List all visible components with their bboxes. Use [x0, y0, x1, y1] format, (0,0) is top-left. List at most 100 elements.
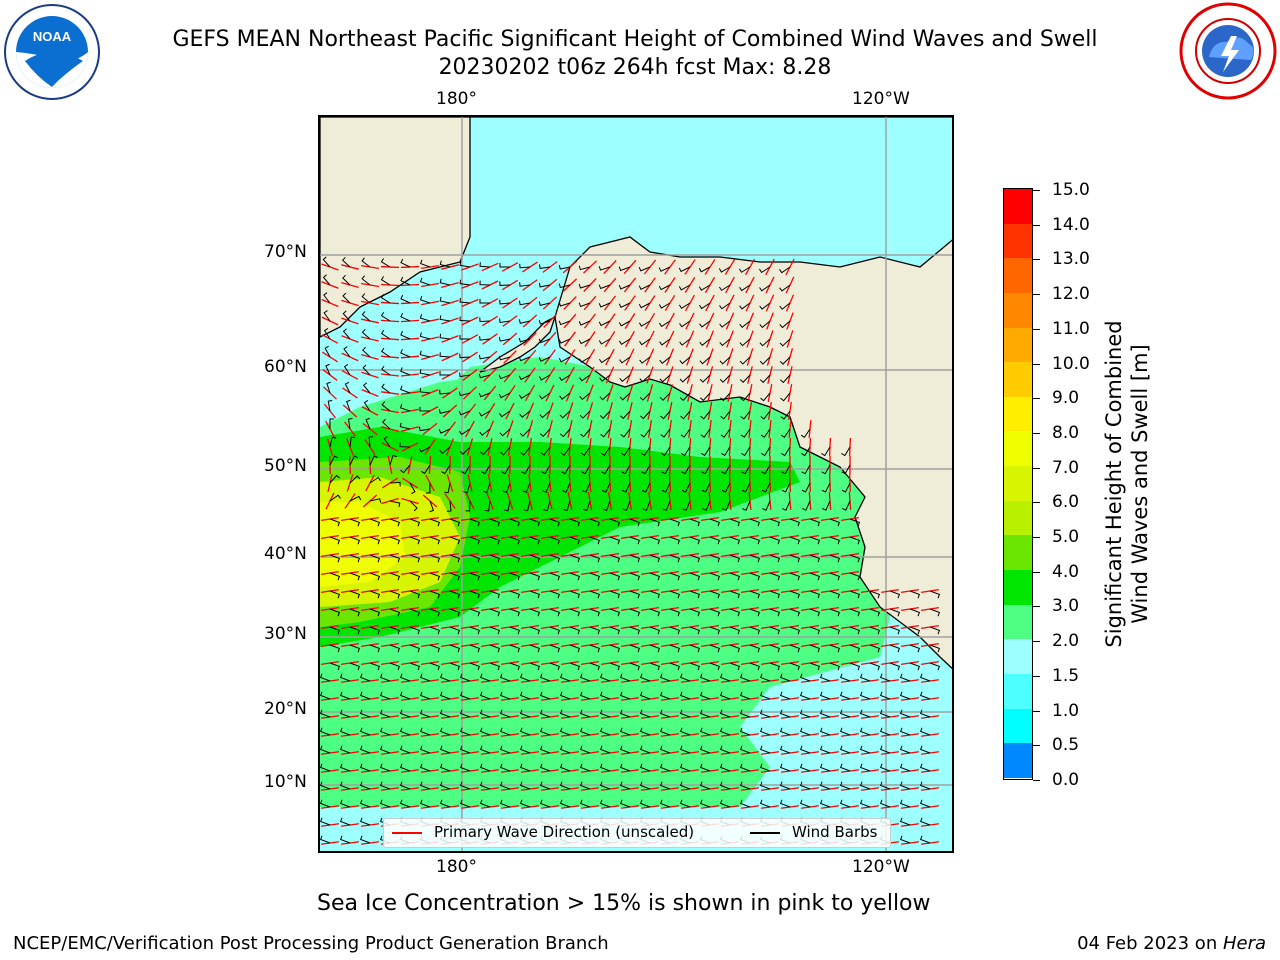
wind-barb	[599, 356, 611, 364]
wind-barb	[929, 590, 941, 599]
wind-barb	[458, 410, 471, 416]
wind-barb	[579, 745, 591, 754]
wind-barb	[660, 410, 671, 420]
colorbar-segment	[1004, 223, 1032, 259]
wind-barb	[829, 644, 841, 653]
wind-barb	[879, 727, 891, 736]
wind-barb	[479, 673, 491, 682]
wind-barb	[449, 536, 461, 545]
wind-barb	[849, 536, 861, 545]
wind-barb	[359, 691, 371, 700]
wind-barb	[719, 374, 731, 383]
wind-barb	[659, 781, 671, 790]
wind-barb	[419, 277, 431, 286]
wind-barb	[343, 346, 351, 358]
wind-barb	[669, 536, 681, 545]
wind-barb	[349, 590, 361, 599]
wind-barb	[549, 536, 561, 545]
wind-barb	[749, 626, 761, 635]
wind-barb	[769, 554, 781, 563]
wind-barb	[519, 263, 531, 269]
colorbar-tick-mark	[1033, 606, 1040, 608]
wind-barb	[409, 518, 421, 527]
wind-barb	[869, 590, 881, 599]
wind-barb	[909, 626, 921, 635]
wind-barb	[740, 428, 751, 438]
wind-barb	[769, 626, 781, 635]
wind-barb	[822, 500, 831, 511]
wind-barb	[446, 500, 452, 512]
wind-barb	[658, 284, 671, 291]
wind-barb	[749, 572, 761, 581]
map-legend: Primary Wave Direction (unscaled) Wind B…	[383, 818, 891, 848]
wind-barb	[759, 763, 771, 772]
wind-barb	[859, 709, 871, 718]
wind-barb	[509, 590, 521, 599]
wind-barb	[899, 835, 911, 844]
wind-barb	[909, 644, 921, 653]
wind-barb	[429, 572, 441, 581]
wind-barb	[760, 410, 771, 420]
wind-barb	[600, 446, 611, 456]
wind-barb	[641, 464, 651, 475]
wind-barb	[809, 626, 821, 635]
wind-barb	[469, 518, 481, 527]
wind-barb	[779, 673, 791, 682]
wind-barb	[465, 500, 471, 512]
wind-barb	[459, 353, 471, 359]
wind-barb	[659, 763, 671, 772]
wind-barb	[819, 673, 831, 682]
wind-barb	[519, 428, 531, 437]
wind-barb	[859, 781, 871, 790]
wind-barb	[562, 482, 571, 493]
wind-barb	[479, 317, 491, 323]
wind-barb	[459, 799, 471, 808]
wind-barb	[339, 673, 351, 682]
wind-barb	[782, 500, 791, 511]
wind-barb	[801, 464, 811, 475]
wind-barb	[419, 259, 431, 268]
wind-barb	[759, 320, 771, 329]
wind-barb	[538, 282, 551, 288]
wind-barb	[519, 781, 531, 790]
wind-barb	[829, 662, 841, 671]
wind-barb	[619, 673, 631, 682]
wind-barb	[629, 644, 641, 653]
wind-barb	[802, 500, 811, 511]
wind-barb	[342, 310, 351, 322]
wind-barb	[598, 284, 611, 290]
wind-barb	[369, 554, 381, 563]
wind-barb	[779, 781, 791, 790]
wind-barb	[499, 281, 511, 286]
wind-barb	[741, 464, 751, 475]
wind-barb	[749, 590, 761, 599]
wave-direction-legend-line	[392, 832, 422, 834]
footer-date: 04 Feb 2023 on Hera	[1077, 933, 1266, 954]
wind-barb	[780, 410, 791, 420]
wind-barb	[742, 500, 751, 511]
wind-barb	[560, 446, 571, 456]
wind-barb	[459, 446, 471, 455]
wind-barb	[619, 374, 631, 383]
wind-barb	[389, 626, 401, 635]
wind-barb	[640, 446, 651, 457]
wind-barb	[400, 331, 411, 340]
wind-barb	[349, 436, 356, 448]
wind-barb	[659, 320, 671, 328]
wind-barb	[419, 673, 431, 682]
wind-barb	[399, 673, 411, 682]
wind-barb	[659, 709, 671, 718]
wind-barb	[859, 745, 871, 754]
wind-barb	[609, 536, 621, 545]
wind-barb	[379, 709, 391, 718]
wind-barb	[519, 709, 531, 718]
wind-barb	[368, 436, 374, 448]
wind-barb	[589, 572, 601, 581]
wind-barb	[699, 727, 711, 736]
wind-barb	[679, 673, 691, 682]
wind-barb	[459, 691, 471, 700]
wind-barb	[889, 590, 901, 599]
wind-barb	[389, 481, 401, 487]
wind-barb	[601, 464, 611, 475]
wind-barb	[729, 572, 741, 581]
